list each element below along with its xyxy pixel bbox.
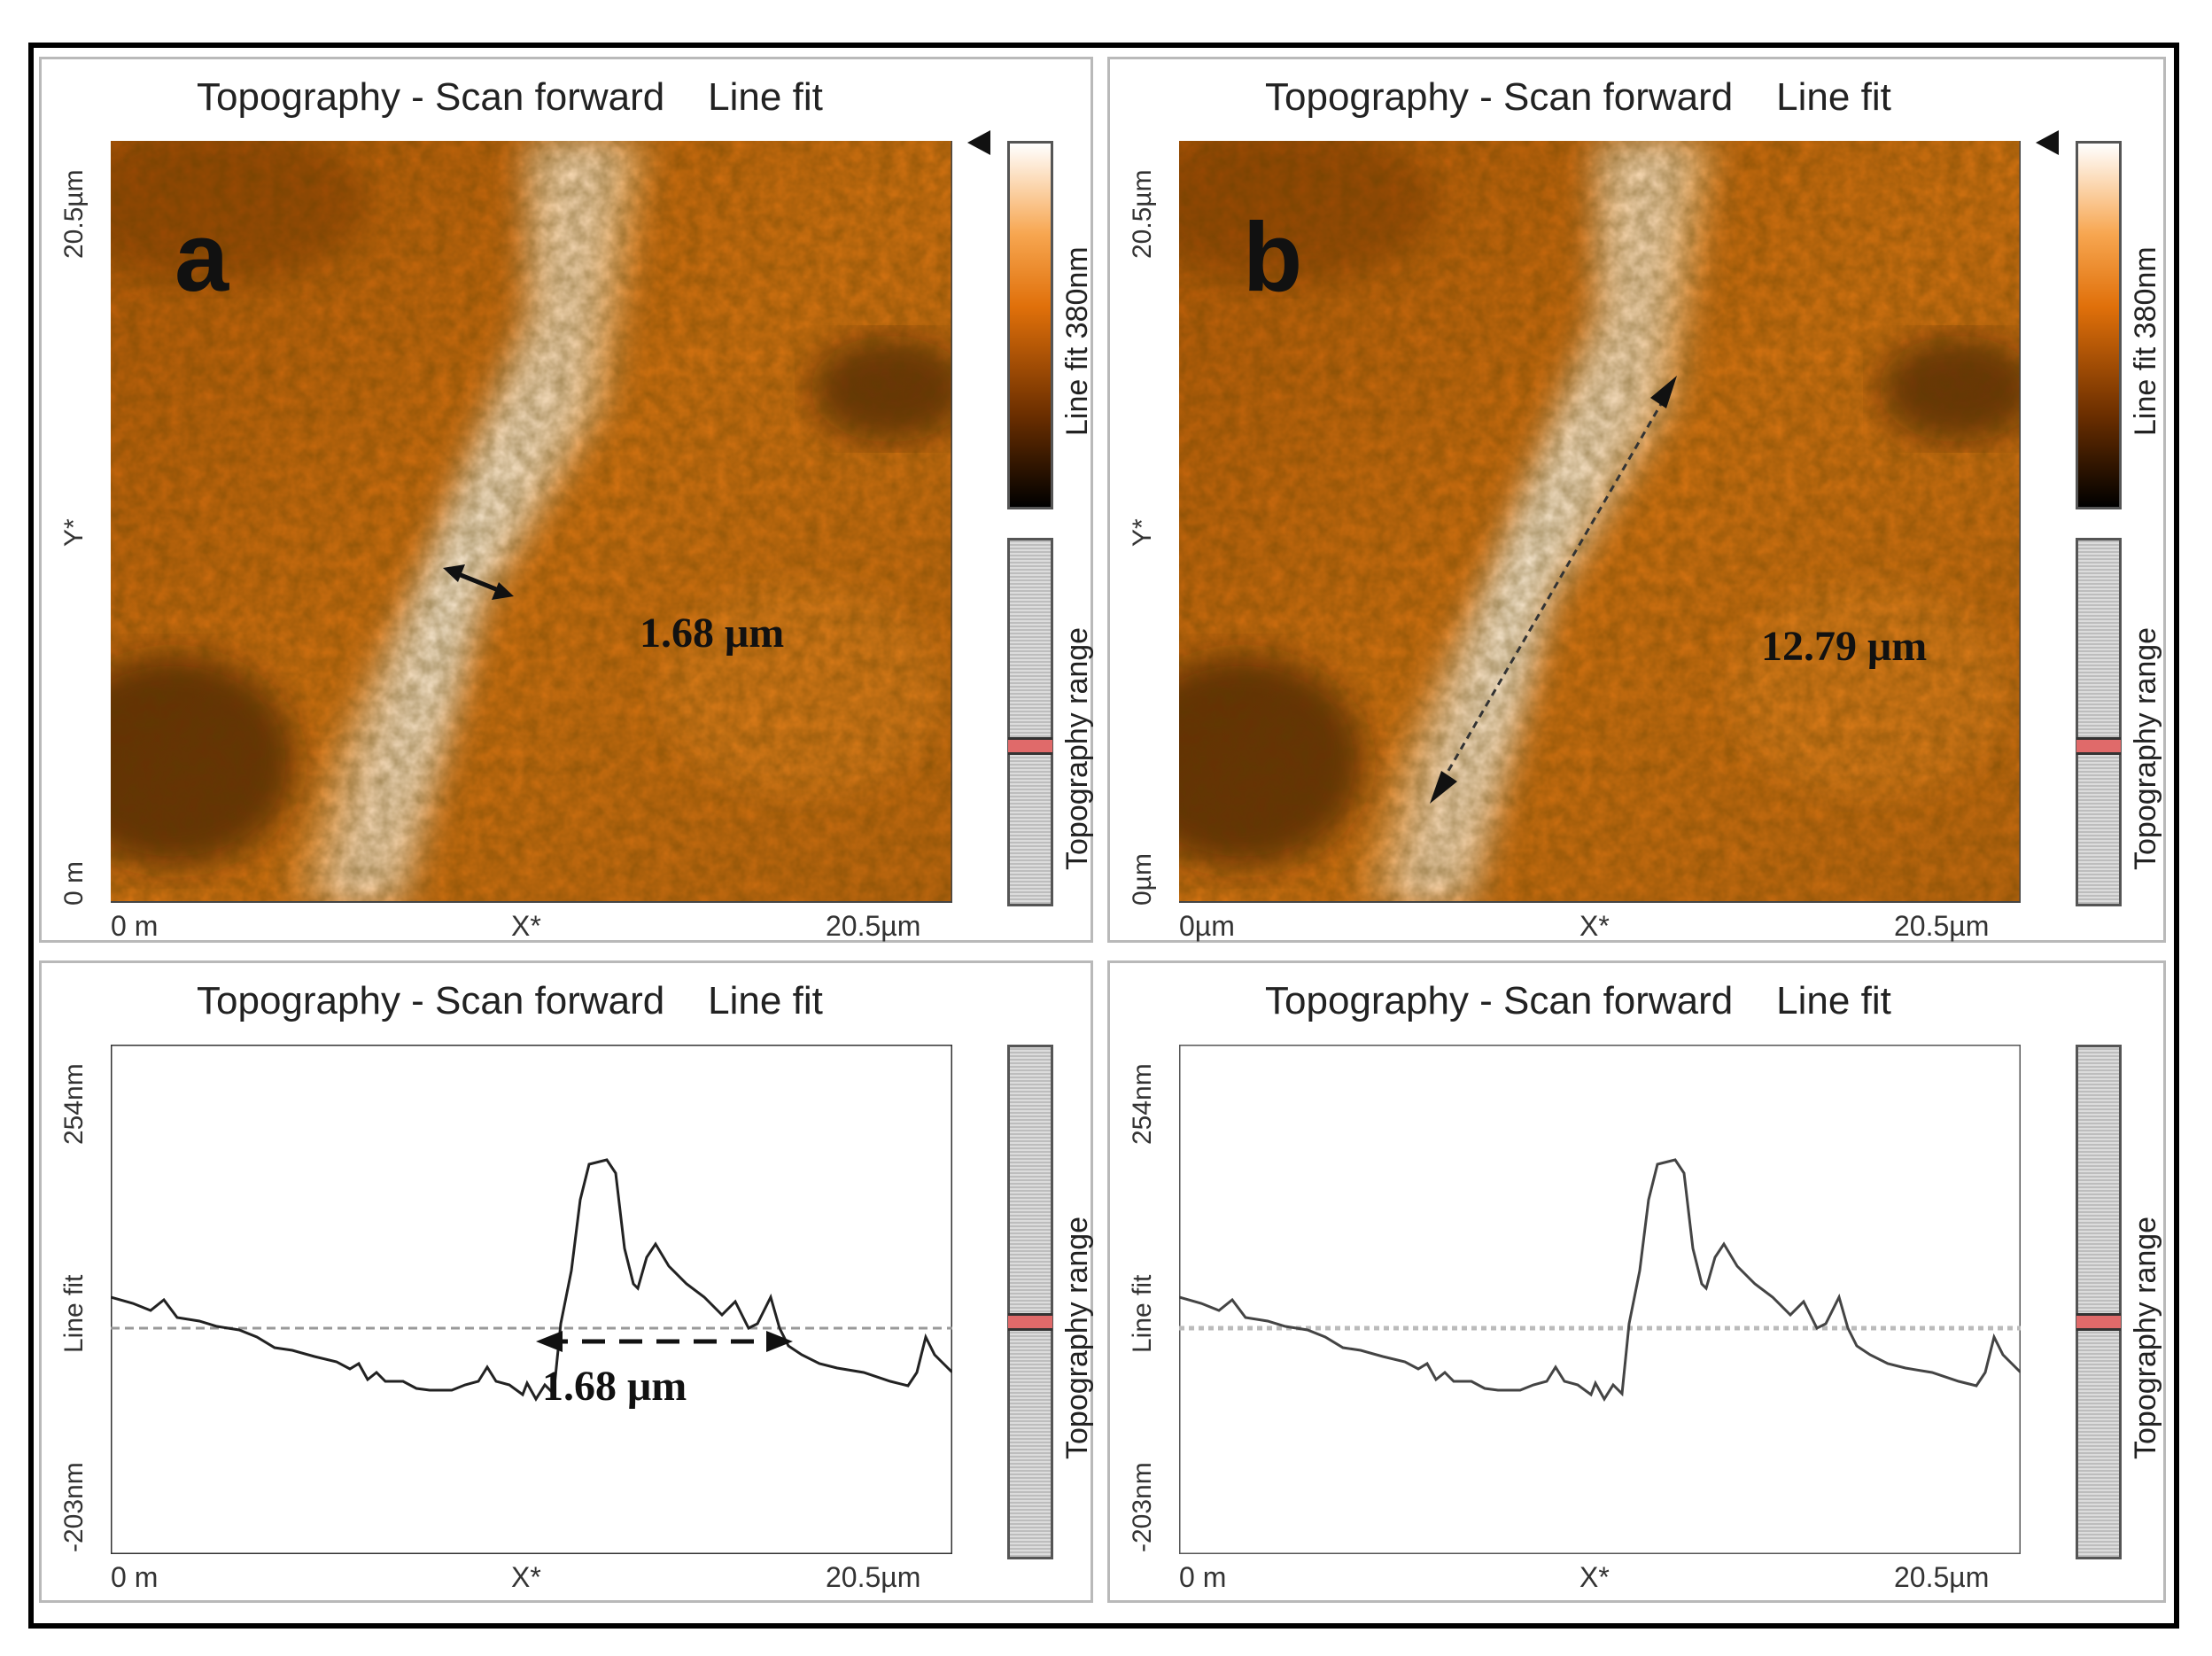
panel-b-image: Topography - Scan forward Line fit bbox=[1107, 57, 2166, 943]
colorbar bbox=[2076, 141, 2122, 509]
y-axis-bottom: 0µm bbox=[1128, 853, 1157, 906]
x-axis-left: 0 m bbox=[111, 1561, 159, 1593]
x-axis-left: 0 m bbox=[111, 910, 159, 942]
range-marker[interactable] bbox=[1008, 1313, 1052, 1331]
y-axis-mid: Line fit bbox=[1128, 1274, 1157, 1353]
range-label: Topography range bbox=[1060, 626, 1094, 870]
x-axis-mid: X* bbox=[511, 1561, 541, 1593]
range-marker[interactable] bbox=[1008, 737, 1052, 755]
y-axis-bottom: -203nm bbox=[59, 1462, 89, 1552]
panel-letter-a: a bbox=[175, 203, 229, 312]
measurement-label: 12.79 μm bbox=[1761, 623, 1928, 670]
topography-range-bar[interactable] bbox=[1007, 1045, 1053, 1559]
y-axis-bottom: -203nm bbox=[1128, 1462, 1157, 1552]
y-axis-bottom: 0 m bbox=[59, 860, 89, 906]
x-axis-right: 20.5µm bbox=[826, 910, 921, 942]
y-axis-mid: Line fit bbox=[59, 1274, 89, 1353]
panel-letter-b: b bbox=[1243, 203, 1303, 312]
panel-title: Topography - Scan forward Line fit bbox=[197, 75, 823, 119]
colorbar bbox=[1007, 141, 1053, 509]
y-axis-top: 20.5µm bbox=[59, 169, 89, 259]
range-marker[interactable] bbox=[2076, 1313, 2121, 1331]
scan-marker-icon bbox=[967, 130, 990, 155]
y-axis-top: 254nm bbox=[59, 1063, 89, 1145]
range-label: Topography range bbox=[2129, 626, 2162, 870]
profile-plot-b bbox=[1179, 1045, 2021, 1554]
x-axis-mid: X* bbox=[511, 910, 541, 942]
range-label: Topography range bbox=[1060, 1216, 1094, 1459]
scan-marker-icon bbox=[2036, 130, 2059, 155]
range-marker[interactable] bbox=[2076, 737, 2121, 755]
x-axis-left: 0 m bbox=[1179, 1561, 1227, 1593]
panel-b-profile: Topography - Scan forward Line fit 254nm… bbox=[1107, 960, 2166, 1603]
colorbar-label: Line fit 380nm bbox=[1060, 246, 1094, 436]
panel-title: Topography - Scan forward Line fit bbox=[1265, 75, 1891, 119]
measurement-label: 1.68 μm bbox=[542, 1363, 687, 1410]
afm-image-b bbox=[1179, 141, 2021, 903]
x-axis-right: 20.5µm bbox=[1894, 910, 1990, 942]
x-axis-right: 20.5µm bbox=[1894, 1561, 1990, 1593]
panel-a-image: Topography - Scan forward Line fit bbox=[39, 57, 1094, 943]
panel-title: Topography - Scan forward Line fit bbox=[197, 979, 823, 1022]
x-axis-right: 20.5µm bbox=[826, 1561, 921, 1593]
y-axis-mid: Y* bbox=[1128, 518, 1157, 547]
x-axis-mid: X* bbox=[1579, 1561, 1610, 1593]
x-axis-mid: X* bbox=[1579, 910, 1610, 942]
panel-a-profile: Topography - Scan forward Line fit 1.68 … bbox=[39, 960, 1094, 1603]
measurement-label: 1.68 μm bbox=[640, 610, 785, 657]
y-axis-top: 20.5µm bbox=[1128, 169, 1157, 259]
colorbar-label: Line fit 380nm bbox=[2129, 246, 2162, 436]
profile-plot-a bbox=[111, 1045, 952, 1554]
figure-frame: Topography - Scan forward Line fit bbox=[28, 43, 2179, 1629]
topography-range-bar[interactable] bbox=[2076, 538, 2122, 906]
y-axis-mid: Y* bbox=[59, 518, 89, 547]
panel-title: Topography - Scan forward Line fit bbox=[1265, 979, 1891, 1022]
topography-range-bar[interactable] bbox=[2076, 1045, 2122, 1559]
y-axis-top: 254nm bbox=[1128, 1063, 1157, 1145]
afm-image-a bbox=[111, 141, 952, 903]
range-label: Topography range bbox=[2129, 1216, 2162, 1459]
topography-range-bar[interactable] bbox=[1007, 538, 1053, 906]
x-axis-left: 0µm bbox=[1179, 910, 1235, 942]
